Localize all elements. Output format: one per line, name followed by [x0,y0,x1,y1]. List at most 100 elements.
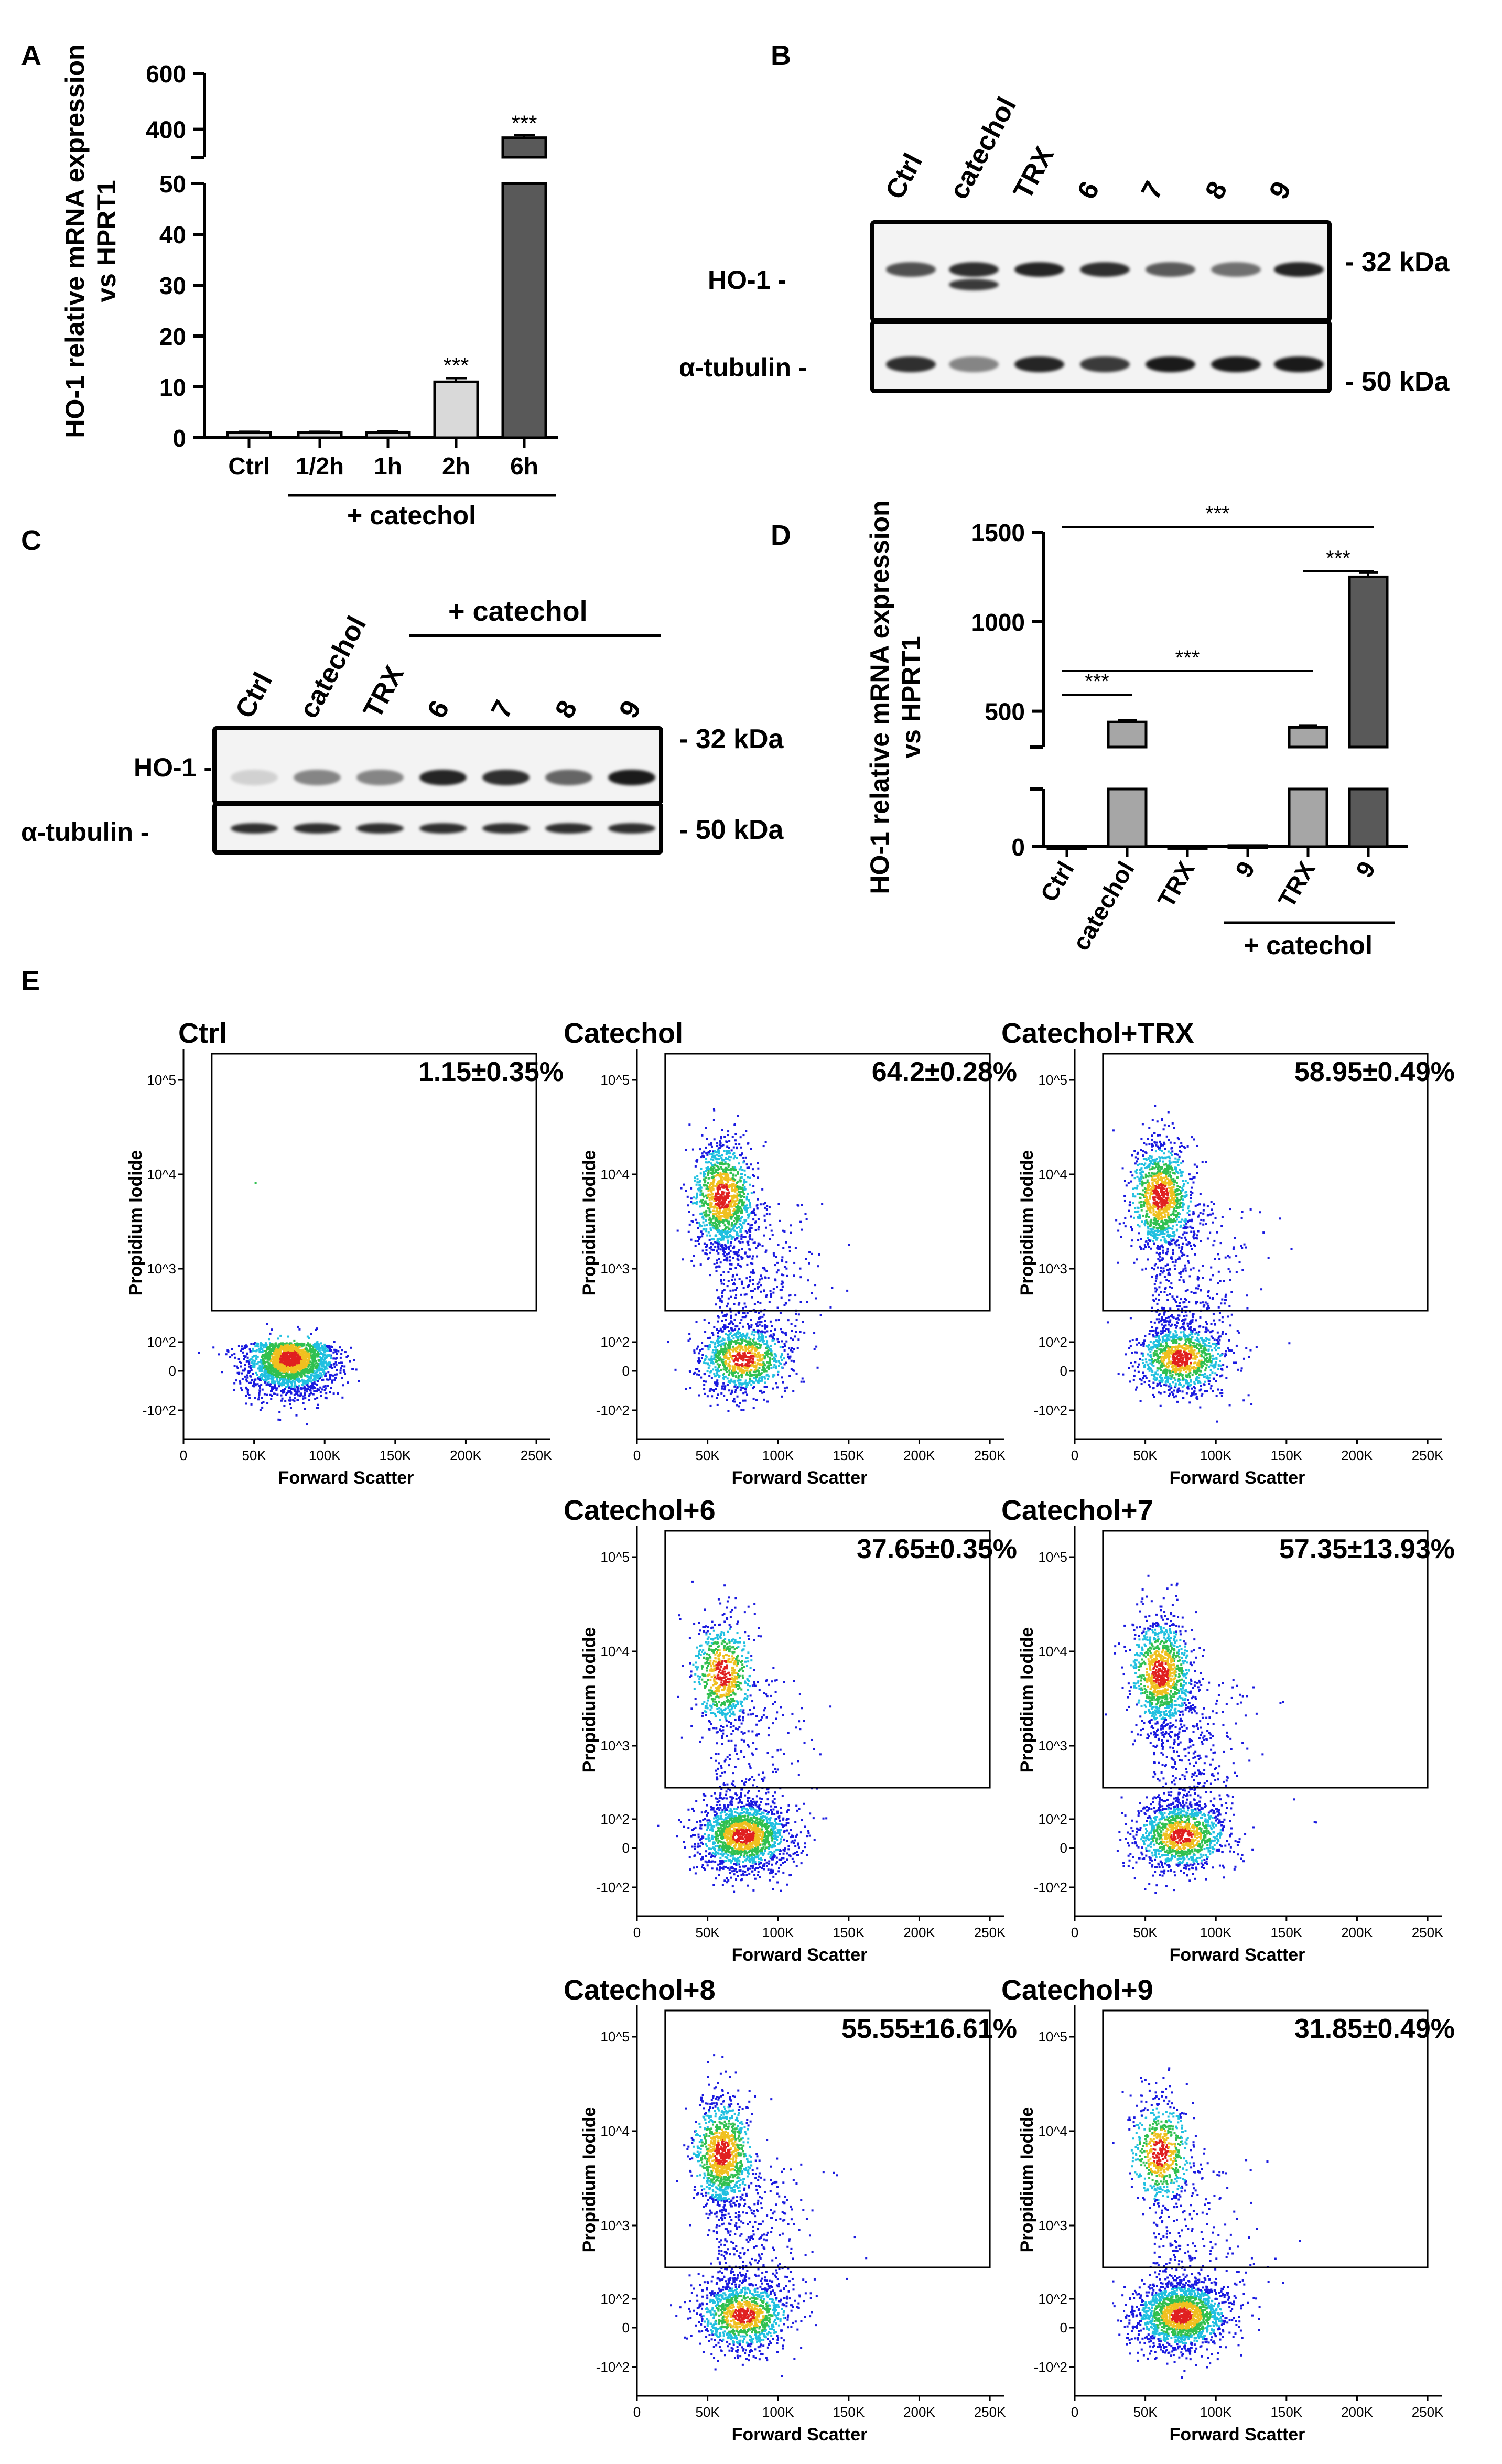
flow-event [791,1360,793,1362]
flow-event [744,1170,746,1172]
flow-event [774,1264,776,1266]
flow-event [247,1391,249,1393]
flow-event [725,1343,727,1345]
chart-d-bar [1349,577,1387,747]
flow-event [781,1283,783,1285]
flow-event [781,1340,783,1342]
flow-event [311,1366,314,1368]
flow-event [763,1376,765,1378]
flow-event [703,1151,705,1153]
flow-event [760,1291,762,1293]
flow-event [765,1386,768,1388]
flow-event [282,1392,284,1394]
flow-event [750,1355,752,1357]
flow-event [739,1206,741,1208]
flow-event [762,1361,764,1364]
flow-event [308,1395,310,1397]
flow-event [773,1374,775,1376]
flow-ytick-label: 10^2 [147,1334,176,1350]
flow-event [742,1392,744,1394]
flow-event [262,1358,264,1360]
flow-event [708,1231,710,1234]
flow-event [736,1157,738,1159]
flow-event [291,1360,294,1362]
flow-event [261,1370,263,1372]
flow-xtick-label: 0 [633,1447,641,1463]
flow-event [280,1378,283,1380]
flow-event [729,1268,731,1270]
flow-event [747,1193,749,1195]
flow-event [745,1382,747,1385]
flow-event [801,1381,803,1383]
flow-event [698,1243,700,1245]
flow-event [744,1174,746,1176]
flow-event [736,1237,738,1239]
flow-event [288,1387,290,1389]
flow-event [704,1179,706,1181]
flow-event [716,1145,718,1147]
flow-event [280,1395,283,1397]
flow-event [764,1320,766,1322]
flow-event [273,1369,275,1371]
flow-event [290,1378,292,1380]
flow-event [742,1134,744,1136]
flow-event [324,1358,326,1360]
flow-event [705,1147,707,1149]
flow-event [740,1236,742,1238]
flow-event [276,1364,278,1366]
flow-event [740,1180,742,1182]
chart-a-xtick-label: 1/2h [296,452,344,480]
flow-event [687,1204,689,1206]
flow-event [754,1371,757,1373]
flow-event [306,1370,308,1373]
flow-event [766,1342,768,1344]
flow-event [309,1349,311,1351]
flow-event [728,1207,730,1209]
flow-event [737,1172,739,1174]
blot-b-tubulin-label: α-tubulin - [679,352,807,383]
chart-d-xtick-label: 9 [1350,857,1381,882]
flow-event [274,1387,276,1389]
flow-event [695,1197,697,1199]
flow-event [703,1384,705,1386]
flow-event [745,1364,747,1366]
flow-event [700,1263,702,1266]
flow-event [731,1190,733,1192]
flow-event [690,1239,693,1241]
flow-event [320,1352,322,1354]
flow-event [734,1279,736,1281]
flow-event [279,1419,281,1421]
flow-event [292,1399,294,1401]
flow-event [720,1163,722,1165]
flow-event [279,1348,282,1350]
flow-event [717,1332,719,1334]
flow-event [803,1332,805,1334]
flow-event [743,1287,745,1289]
flow-event [720,1279,722,1281]
flow-event [335,1358,337,1360]
flow-event [782,1286,784,1288]
flow-event [737,1333,739,1335]
flow-event [760,1339,762,1341]
flow-event [802,1377,804,1379]
flow-event [318,1389,320,1391]
flow-event [299,1356,301,1358]
flow-event [713,1167,715,1169]
flow-event [316,1374,318,1376]
flow-event [284,1349,286,1352]
flow-event [726,1313,728,1315]
flow-event [751,1333,753,1335]
flow-event [799,1221,802,1223]
flow-event [707,1161,709,1163]
flow-event [706,1224,708,1226]
flow-event [259,1351,261,1353]
flow-event [725,1198,727,1200]
flow-event [700,1230,703,1233]
flow-event [299,1350,301,1353]
flow-event [817,1367,819,1369]
flow-event [706,1345,708,1347]
flow-event [736,1189,738,1191]
flow-event [741,1283,743,1285]
chart-a: HO-1 relative mRNA expression vs HPRT1 0… [0,0,629,535]
flow-event [706,1187,708,1190]
